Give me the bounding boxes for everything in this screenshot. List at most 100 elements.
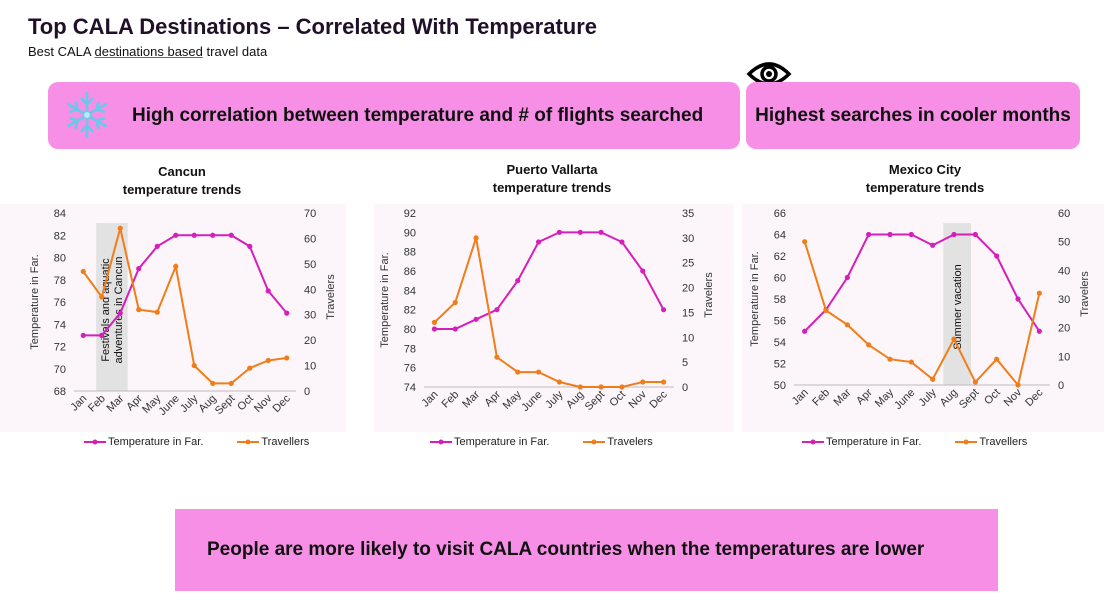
data-point-temperature [930, 242, 936, 248]
data-point-temperature [1036, 328, 1042, 334]
data-point-travelers [191, 362, 197, 369]
chart-puerto-vallarta: 74 76 78 80 82 84 86 88 90 92 0 5 10 15 20 25 30 35 Jan Feb… [374, 204, 734, 432]
data-point-temperature [265, 288, 271, 294]
data-point-temperature [515, 278, 521, 284]
y2-tick-label: 60 [1058, 208, 1070, 220]
legend-puerto-vallarta: Temperature in Far. Travelers [430, 436, 653, 448]
y2-tick-label: 35 [682, 208, 694, 220]
x-tick-label: Sept [213, 393, 237, 417]
data-point-temperature [598, 229, 604, 235]
data-point-temperature [494, 307, 500, 313]
data-point-travelers [930, 376, 936, 382]
snowflake-icon [66, 92, 108, 138]
x-tick-label: Mar [460, 388, 482, 410]
subtitle-post: travel data [202, 44, 268, 59]
data-point-temperature [473, 316, 479, 322]
data-point-temperature [452, 326, 458, 332]
y2-tick-label: 20 [1058, 323, 1070, 335]
data-point-temperature [117, 310, 123, 316]
x-tick-label: Aug [564, 389, 586, 411]
series-line-temperature [803, 233, 1041, 332]
y-tick-label: 52 [774, 359, 786, 371]
y-axis-label: Temperature in Far. [29, 254, 41, 349]
y2-tick-label: 50 [304, 259, 316, 271]
chart-title-line1: Puerto Vallarta [506, 162, 598, 177]
data-point-travelers [577, 384, 583, 390]
data-point-travelers [598, 384, 604, 390]
data-point-temperature [136, 266, 142, 272]
data-point-temperature [99, 332, 105, 338]
x-tick-label: Jan [420, 389, 441, 410]
x-tick-label: Nov [252, 392, 275, 415]
data-point-travelers [452, 299, 458, 306]
x-tick-label: July [916, 386, 939, 409]
y-tick-label: 84 [404, 285, 416, 297]
subtitle-pre: Best CALA [28, 44, 95, 59]
data-point-travelers [908, 359, 914, 365]
legend-label: Travellers [979, 436, 1028, 448]
data-point-temperature [577, 229, 583, 235]
y-tick-label: 50 [774, 380, 786, 392]
y-tick-label: 74 [404, 382, 416, 394]
chart-title-line2: temperature trends [492, 180, 612, 195]
y-tick-label: 54 [774, 337, 786, 349]
data-point-temperature [844, 274, 850, 281]
y2-tick-label: 20 [682, 283, 694, 295]
x-tick-label: Feb [810, 387, 832, 409]
chart-svg: Festivals and aquatic adventures in Cancu… [29, 208, 337, 418]
data-point-travelers [494, 354, 500, 360]
x-tick-label: Nov [627, 388, 650, 411]
y2-tick-label: 30 [304, 310, 316, 322]
x-tick-label: Oct [982, 387, 1003, 408]
data-point-temperature [619, 239, 625, 245]
data-point-temperature [191, 232, 197, 238]
x-tick-label: Dec [647, 388, 670, 411]
x-tick-label: Mar [104, 392, 126, 414]
y-tick-label: 62 [774, 251, 786, 263]
y-tick-label: 92 [404, 208, 416, 220]
x-tick-label: Feb [439, 389, 461, 411]
legend-cancun: Temperature in Far. Travellers [84, 436, 309, 448]
x-tick-label: Oct [235, 393, 256, 414]
data-point-travelers [1015, 382, 1021, 388]
chart-mexico-city: Summer vacation 50 52 54 56 58 60 62 64 66 0 10 20 30… [742, 204, 1104, 432]
annotation-band [943, 223, 972, 385]
legend-label: Temperature in Far. [826, 436, 922, 448]
data-point-temperature [660, 307, 667, 313]
x-tick-label: Apr [482, 388, 503, 409]
series-line-travelers [803, 241, 1041, 388]
x-tick-label: Apr [854, 386, 875, 407]
y2-tick-label: 10 [1058, 351, 1070, 363]
banner-cooler-months: Highest searches in cooler months [746, 82, 1080, 149]
legend-label: Travelers [607, 436, 653, 448]
x-tick-label: Feb [86, 393, 108, 415]
series-line-temperature [434, 231, 665, 330]
data-point-travelers [473, 235, 479, 241]
legend-item-temperature: Temperature in Far. [430, 436, 549, 448]
data-point-travelers [640, 379, 646, 385]
y-tick-label: 70 [54, 364, 66, 376]
chart-svg: Summer vacation 50 52 54 56 58 60 62 64 66 0 10 20 30… [749, 208, 1091, 412]
page-title: Top CALA Destinations – Correlated With … [28, 14, 598, 39]
x-tick-label: Jan [68, 393, 89, 414]
data-point-travelers [154, 309, 160, 315]
data-point-temperature [80, 332, 86, 338]
data-point-travelers [80, 268, 86, 275]
y-tick-label: 68 [54, 386, 66, 398]
legend-item-temperature: Temperature in Far. [84, 436, 203, 448]
data-point-travelers [265, 357, 271, 364]
banner-left-text: High correlation between temperature and… [132, 104, 704, 126]
data-point-temperature [228, 232, 234, 238]
data-point-travelers [556, 379, 563, 385]
data-point-temperature [1015, 296, 1021, 302]
x-tick-label: Sept [957, 387, 981, 411]
legend-item-travelers: Travellers [955, 436, 1027, 448]
data-point-temperature [210, 232, 216, 238]
x-tick-label: July [178, 392, 201, 415]
data-point-temperature [994, 253, 1000, 259]
y2-tick-label: 0 [304, 386, 310, 398]
y2-tick-label: 25 [682, 258, 694, 270]
banner-right-text: Highest searches in cooler months [755, 104, 1071, 126]
y2-tick-label: 10 [682, 332, 694, 344]
legend-item-travelers: Travellers [237, 436, 309, 448]
